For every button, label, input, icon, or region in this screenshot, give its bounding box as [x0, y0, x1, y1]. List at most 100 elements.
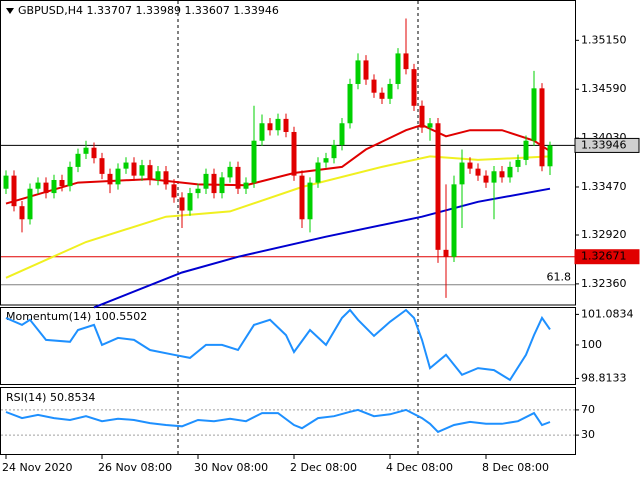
price-box-label: 1.32671: [581, 250, 627, 263]
indicator-title: Momentum(14) 100.5502: [6, 310, 147, 323]
candle-body: [43, 182, 49, 194]
candle-body: [539, 88, 545, 167]
candle-body: [211, 173, 217, 194]
candle-body: [3, 175, 9, 189]
candle-body: [115, 168, 121, 185]
indicator-title: RSI(14) 50.8534: [6, 391, 95, 404]
x-tick-label: 2 Dec 08:00: [290, 461, 357, 474]
candle-body: [107, 173, 113, 185]
candle-body: [179, 197, 185, 211]
candle-body: [411, 69, 417, 106]
y-tick-label: 98.8133: [581, 371, 627, 384]
candle-body: [435, 123, 441, 250]
candle-body: [11, 175, 17, 207]
candle-body: [19, 206, 25, 220]
candle-body: [275, 118, 281, 131]
candle-body: [403, 53, 409, 70]
candle-body: [67, 166, 73, 187]
candle-body: [235, 166, 241, 189]
candle-body: [507, 166, 513, 178]
candle-body: [99, 158, 105, 174]
candle-body: [451, 184, 457, 257]
candle-body: [299, 175, 305, 220]
candle-body: [155, 171, 161, 180]
chart-title: GBPUSD,H4 1.33707 1.33989 1.33607 1.3394…: [18, 4, 279, 17]
candle-body: [251, 140, 257, 183]
candle-body: [59, 179, 65, 187]
indicator-line: [5, 308, 551, 382]
y-tick-label: 100: [581, 338, 602, 351]
moving-average: [93, 187, 551, 309]
candle-body: [51, 179, 57, 194]
y-tick-label: 70: [581, 403, 595, 416]
x-tick-label: 24 Nov 2020: [2, 461, 72, 474]
candle-body: [27, 188, 33, 220]
candle-body: [227, 166, 233, 178]
candle-body: [283, 118, 289, 132]
candle-body: [515, 159, 521, 167]
candle-body: [291, 131, 297, 176]
candle-body: [171, 184, 177, 198]
candle-body: [459, 162, 465, 185]
candle-body: [315, 162, 321, 183]
symbol-icon: [6, 8, 14, 14]
indicator-line: [5, 408, 551, 434]
candle-body: [195, 188, 201, 194]
candle-body: [523, 140, 529, 160]
candle-body: [131, 162, 137, 176]
candle-body: [83, 147, 89, 154]
candle-body: [491, 171, 497, 183]
candle-body: [243, 182, 249, 189]
candle-body: [483, 175, 489, 183]
candle-body: [443, 249, 449, 257]
candle-body: [427, 123, 433, 128]
y-tick-label: 30: [581, 428, 595, 441]
candle-body: [147, 165, 153, 180]
candle-body: [339, 123, 345, 146]
candle-body: [91, 147, 97, 159]
x-tick-label: 8 Dec 08:00: [482, 461, 549, 474]
candle-body: [323, 158, 329, 163]
candle-body: [203, 173, 209, 189]
candle-body: [387, 83, 393, 99]
x-tick-label: 26 Nov 08:00: [98, 461, 172, 474]
candle-body: [547, 145, 553, 167]
candle-body: [35, 182, 41, 189]
price-box: [574, 249, 640, 265]
x-tick-label: 30 Nov 08:00: [194, 461, 268, 474]
y-tick-label: 101.0834: [581, 307, 634, 320]
y-tick-label: 1.33470: [581, 180, 627, 193]
price-box-label: 1.33946: [581, 138, 627, 151]
candle-body: [331, 145, 337, 159]
y-tick-label: 1.32360: [581, 277, 627, 290]
y-tick-label: 1.35150: [581, 33, 627, 46]
candle-body: [75, 153, 81, 167]
candle-body: [475, 168, 481, 176]
candle-body: [371, 79, 377, 93]
candle-body: [531, 88, 537, 141]
candle-body: [363, 60, 369, 80]
candle-body: [347, 83, 353, 124]
x-tick-label: 4 Dec 08:00: [386, 461, 453, 474]
level-label: 61.8: [547, 271, 572, 284]
candle-body: [307, 182, 313, 220]
candle-body: [467, 162, 473, 169]
candle-body: [259, 123, 265, 141]
candle-body: [379, 92, 385, 99]
y-tick-label: 1.32920: [581, 228, 627, 241]
y-tick-label: 1.34590: [581, 82, 627, 95]
candle-body: [419, 105, 425, 128]
candle-body: [123, 162, 129, 169]
candle-body: [139, 165, 145, 176]
candle-body: [499, 171, 505, 178]
price-box: [574, 137, 640, 153]
candle-body: [219, 177, 225, 194]
rsi-pane-frame: [0, 387, 576, 455]
candle-body: [163, 171, 169, 185]
candle-body: [187, 193, 193, 211]
candle-body: [355, 60, 361, 84]
candle-body: [267, 123, 273, 131]
momentum-pane-frame: [0, 307, 576, 385]
